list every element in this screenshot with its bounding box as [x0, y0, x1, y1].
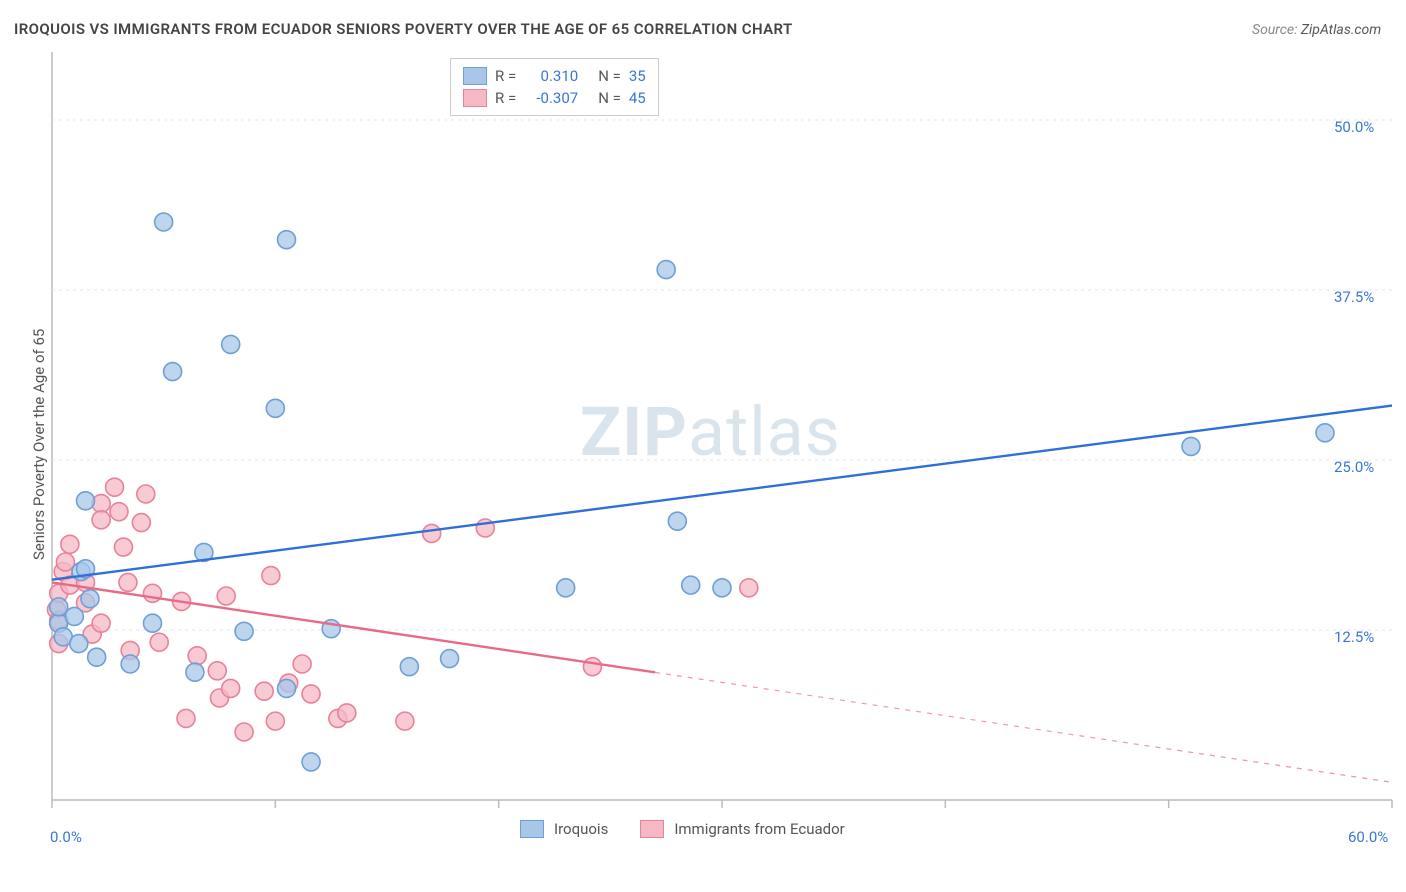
legend-correlation-row: R = -0.307 N = 45: [463, 87, 646, 109]
legend-r-label: R =: [495, 87, 516, 109]
plot-svg: [0, 0, 1406, 892]
legend-series-label: Immigrants from Ecuador: [674, 820, 844, 838]
legend-n-value: 45: [629, 87, 646, 109]
legend-swatch: [463, 89, 487, 107]
chart-container: IROQUOIS VS IMMIGRANTS FROM ECUADOR SENI…: [0, 0, 1406, 892]
legend-swatch: [640, 820, 664, 838]
legend-swatch: [520, 820, 544, 838]
legend-correlation-row: R = 0.310 N = 35: [463, 65, 646, 87]
x-tick-label: 0.0%: [50, 828, 82, 846]
y-tick-label: 12.5%: [1334, 628, 1374, 646]
y-axis-label: Seniors Poverty Over the Age of 65: [30, 329, 48, 560]
y-tick-label: 37.5%: [1334, 288, 1374, 306]
legend-swatch: [463, 67, 487, 85]
y-tick-label: 25.0%: [1334, 458, 1374, 476]
legend-r-value: -0.307: [524, 87, 578, 109]
legend-n-label: N =: [598, 65, 621, 87]
legend-n-value: 35: [629, 65, 646, 87]
legend-r-value: 0.310: [524, 65, 578, 87]
y-tick-label: 50.0%: [1334, 118, 1374, 136]
legend-n-label: N =: [598, 87, 621, 109]
x-tick-label: 60.0%: [1348, 828, 1388, 846]
legend-correlation-box: R = 0.310 N = 35 R = -0.307 N = 45: [450, 58, 659, 116]
legend-r-label: R =: [495, 65, 516, 87]
legend-series-label: Iroquois: [554, 820, 608, 838]
legend-series: Iroquois Immigrants from Ecuador: [520, 820, 867, 838]
